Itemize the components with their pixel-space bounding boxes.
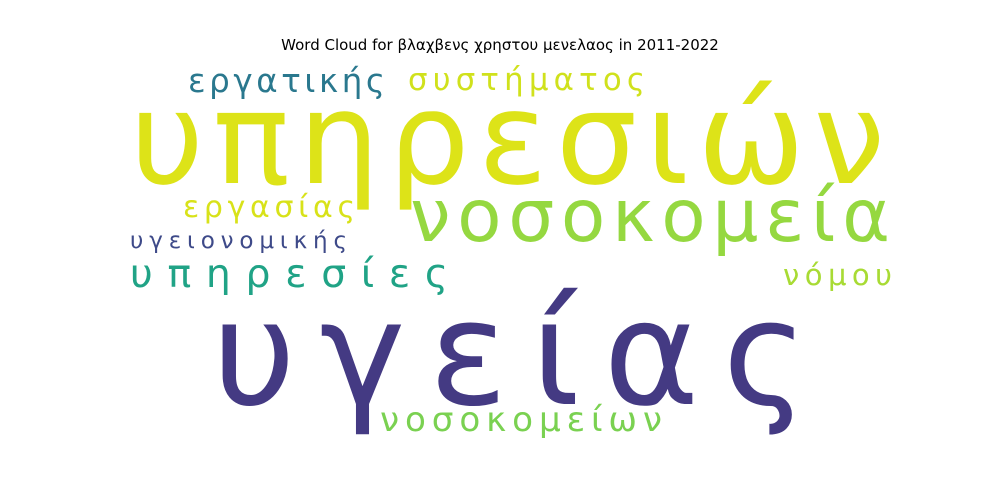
word-υγείας: υγείας [212, 270, 831, 439]
word-υπηρεσίες: υπηρεσίες [130, 252, 463, 297]
word-νοσοκομείων: νοσοκομείων [380, 400, 668, 440]
word-νόμου: νόμου [783, 258, 897, 292]
word-υπηρεσιών: υπηρεσιών [130, 65, 894, 214]
chart-title: Word Cloud for βλαχβενς χρηστου μενελαος… [281, 36, 719, 54]
word-υγειονομικής: υγειονομικής [130, 228, 353, 254]
word-εργατικής: εργατικής [188, 62, 389, 100]
word-εργασίας: εργασίας [183, 190, 360, 225]
word-νοσοκομεία: νοσοκομεία [410, 175, 897, 259]
word-συστήματος: συστήματος [408, 62, 650, 98]
